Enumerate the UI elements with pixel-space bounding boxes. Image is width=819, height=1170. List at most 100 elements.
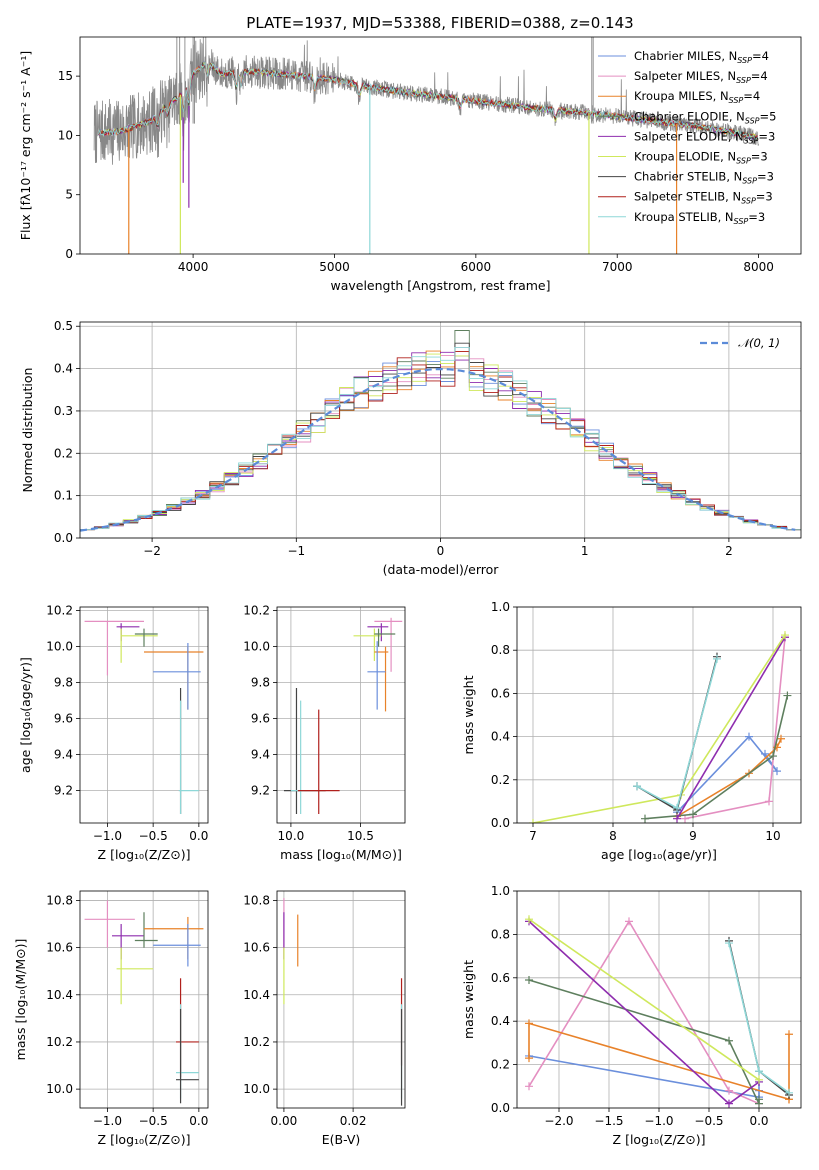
errorbar-kroupa-stelib [290, 700, 305, 814]
y-tick-label: 10.8 [46, 893, 73, 907]
y-tick-label: 0.5 [54, 319, 73, 333]
errorbar-chabrier-miles [367, 641, 386, 710]
axes-massweight-vs-age: 7 8 9 10 0.0 0.2 0.4 0.6 0.8 1.0 age [log₁₀(age/yr… [461, 600, 802, 862]
massweight-line-chabrier-elodie [644, 695, 789, 820]
x-tick-label: 10.0 [278, 829, 305, 843]
legend-label: Kroupa ELODIE, NSSP=3 [634, 150, 768, 166]
axes-frame [276, 606, 406, 824]
errorbar-salpeter-miles [84, 620, 144, 676]
massweight-marker-chabrier-miles [773, 767, 781, 776]
x-tick-label: 1 [581, 544, 589, 558]
x-tick-label: −0.5 [139, 1114, 168, 1128]
x-axis-label: Z [log₁₀(Z/Z⊙)] [98, 847, 191, 862]
errorbar-kroupa-elodie [116, 947, 154, 1005]
errorbar-chabrier-miles [153, 643, 201, 710]
errorbar-kroupa-stelib [178, 700, 199, 814]
massweight-marker-kroupa-miles [525, 1054, 533, 1063]
errorbar-salpeter-miles [374, 617, 403, 672]
legend-label: Salpeter ELODIE, NSSP=3 [634, 129, 775, 145]
massweight-marker-kroupa-elodie [525, 915, 533, 924]
massweight-marker-kroupa-elodie [755, 1075, 763, 1084]
x-tick-label: 0.0 [189, 829, 208, 843]
axes-frame [516, 890, 802, 1109]
massweight-marker-salpeter-elodie [725, 1099, 733, 1108]
massweight-line-salpeter-miles [528, 919, 760, 1105]
plot-area-massweight-vs-Z [525, 915, 793, 1108]
y-tick-label: 10.6 [46, 941, 73, 955]
x-tick-label: 2 [725, 544, 733, 558]
y-tick-label: 9.2 [251, 784, 270, 798]
massweight-marker-chabrier-elodie [525, 975, 533, 984]
axes-mass-vs-EBV: 0.00 0.02 10.0 10.2 10.4 10.6 10.8 E(B-V) [243, 890, 406, 1147]
legend-label: Chabrier STELIB, NSSP=3 [634, 170, 774, 186]
massweight-marker-kroupa-stelib [633, 782, 641, 791]
x-tick-label: 0.0 [749, 1114, 768, 1128]
legend-label: 𝒩(0, 1) [738, 336, 780, 350]
plot-area-mass-vs-EBV [283, 898, 403, 1106]
errorbar-salpeter-elodie [116, 623, 140, 642]
massweight-marker-chabrier-elodie [755, 1095, 763, 1104]
x-axis-label: E(B-V) [322, 1132, 361, 1147]
massweight-marker-kroupa-stelib [755, 1067, 763, 1076]
y-tick-label: 9.6 [251, 712, 270, 726]
y-tick-label: 9.4 [251, 748, 270, 762]
legend-label: Salpeter MILES, NSSP=4 [634, 69, 768, 85]
massweight-marker-kroupa-stelib [713, 654, 721, 663]
massweight-marker-chabrier-elodie [783, 691, 792, 700]
axes-age-vs-mass: 10.0 10.5 9.2 9.4 9.6 9.8 10.0 10.2 mass [log₁₀(… [243, 604, 406, 862]
massweight-marker-salpeter-miles [681, 814, 689, 823]
massweight-marker-kroupa-elodie [781, 631, 789, 640]
errorbar-salpeter-elodie [112, 924, 144, 960]
histogram-chabrier-stelib [80, 342, 801, 531]
legend-entry-salpeter-elodie: Salpeter ELODIE, NSSP=3 [598, 129, 775, 145]
axes-frame [79, 890, 209, 1109]
massweight-marker-salpeter-miles [725, 1086, 733, 1095]
x-tick-label: 6000 [461, 260, 492, 274]
massweight-line-salpeter-miles [684, 637, 786, 820]
legend-entry-salpeter-miles: Salpeter MILES, NSSP=4 [598, 69, 768, 85]
axes-spectrum: 4000 5000 6000 7000 8000 0 5 10 15 wavelength [An… [18, 36, 802, 293]
x-tick-label: 7 [529, 829, 537, 843]
massweight-marker-kroupa-miles [777, 734, 785, 743]
y-tick-label: 0.6 [491, 686, 510, 700]
massweight-marker-chabrier-elodie [689, 810, 697, 819]
massweight-marker-chabrier-elodie [641, 814, 649, 823]
y-tick-label: 10 [58, 128, 73, 142]
normal-reference-curve [80, 368, 796, 532]
massweight-marker-chabrier-miles [745, 732, 753, 741]
histogram-salpeter-stelib [80, 351, 801, 531]
axes-frame [79, 36, 802, 255]
errorbar-salpeter-stelib [176, 978, 199, 1078]
errorbar-salpeter-stelib [297, 709, 340, 814]
plot-area-mass-vs-Z [84, 900, 204, 1104]
x-tick-label: 7000 [602, 260, 633, 274]
errorbar-kroupa-miles [374, 646, 389, 712]
errorbar-kroupa-elodie [120, 628, 158, 663]
axes-frame [516, 606, 802, 824]
massweight-marker-salpeter-miles [625, 917, 633, 926]
y-tick-label: 0.6 [491, 971, 510, 985]
y-axis-label: age [log₁₀(age/yr)] [18, 657, 33, 773]
y-axis-label: mass weight [461, 960, 476, 1039]
errorbar-chabrier-stelib [283, 688, 326, 814]
massweight-marker-kroupa-elodie [529, 819, 537, 823]
legend-entry-kroupa-miles: Kroupa MILES, NSSP=4 [598, 89, 760, 105]
x-axis-label: mass [log₁₀(M/M⊙)] [280, 847, 402, 862]
y-tick-label: 0.2 [491, 773, 510, 787]
massweight-marker-salpeter-elodie [673, 814, 681, 823]
legend-label: Kroupa STELIB, NSSP=3 [634, 210, 765, 226]
errorbar-chabrier-stelib [176, 1008, 199, 1104]
errorbar-chabrier-elodie [134, 628, 158, 647]
massweight-marker-chabrier-elodie [769, 752, 777, 761]
y-tick-label: 10.0 [243, 640, 270, 654]
x-tick-label: 8 [609, 829, 617, 843]
y-tick-label: 15 [58, 69, 73, 83]
y-tick-label: 0.4 [491, 1014, 510, 1028]
y-tick-label: 9.6 [54, 712, 73, 726]
x-tick-label: −2 [143, 544, 161, 558]
massweight-marker-kroupa-miles [525, 1019, 533, 1028]
y-tick-label: 10.0 [46, 640, 73, 654]
y-tick-label: 9.4 [54, 748, 73, 762]
massweight-marker-salpeter-miles [525, 1082, 533, 1091]
